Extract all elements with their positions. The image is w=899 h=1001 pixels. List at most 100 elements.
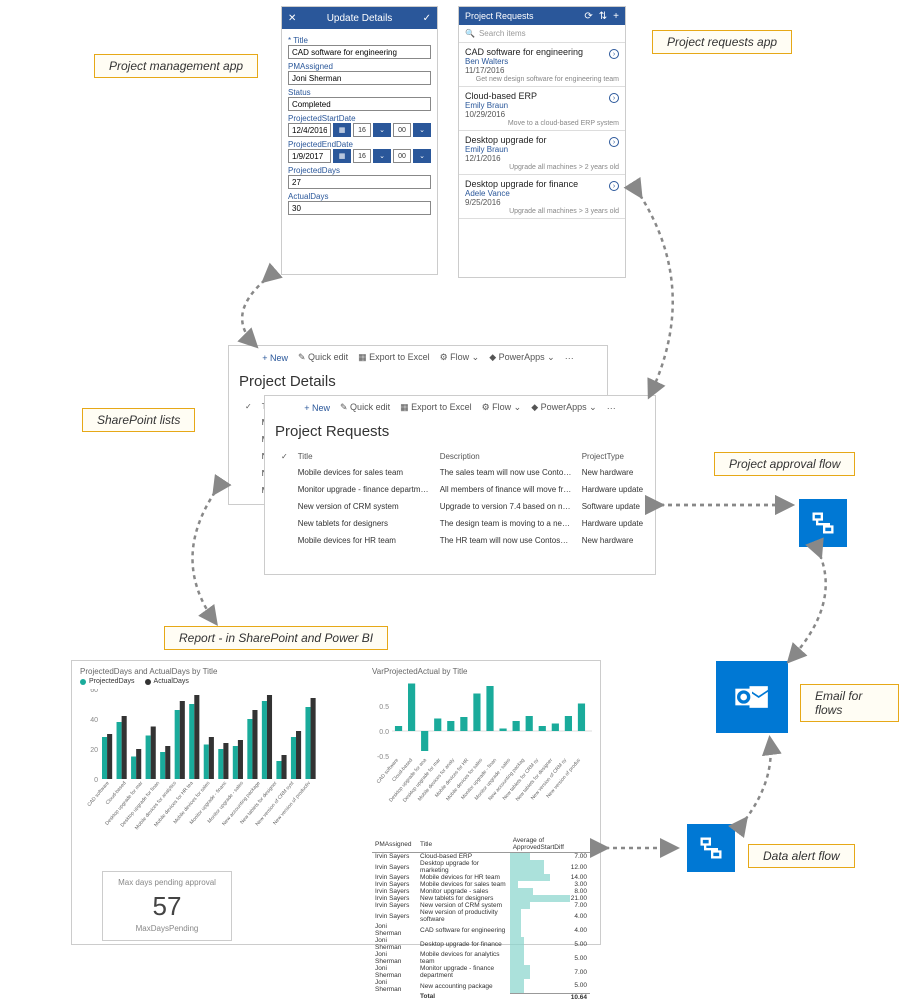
chart2-title: VarProjectedActual by Title: [372, 667, 592, 676]
svg-text:0.0: 0.0: [379, 729, 389, 736]
flow-approval-tile[interactable]: [799, 499, 847, 547]
close-icon[interactable]: ✕: [288, 13, 296, 24]
sp-export-button[interactable]: ▦ Export to Excel: [358, 352, 430, 363]
psd-mm[interactable]: 00: [393, 123, 411, 137]
add-icon[interactable]: +: [613, 11, 619, 22]
sp-new-button[interactable]: + New: [304, 403, 330, 413]
sp-more-icon[interactable]: ···: [607, 403, 616, 413]
sp-powerapps-button[interactable]: ◆ PowerApps ⌄: [531, 402, 597, 413]
sp-more-icon[interactable]: ···: [565, 353, 574, 363]
open-icon[interactable]: ›: [609, 49, 619, 59]
legend-actual: ActualDays: [154, 678, 189, 685]
legend-dot-proj: [80, 679, 86, 685]
table-row[interactable]: New tablets for designersThe design team…: [277, 516, 647, 531]
sp-quickedit-button[interactable]: ✎ Quick edit: [340, 402, 390, 413]
outlook-tile[interactable]: [716, 661, 788, 733]
calendar-icon[interactable]: ▦: [333, 123, 351, 137]
title-input[interactable]: [288, 45, 431, 59]
open-icon[interactable]: ›: [609, 137, 619, 147]
table-row: Irvin SayersMobile devices for HR team 1…: [372, 874, 590, 881]
label-pm-app: Project management app: [94, 54, 258, 78]
svg-text:60: 60: [90, 689, 98, 694]
status-input[interactable]: [288, 97, 431, 111]
table-row: Joni ShermanMobile devices for analytics…: [372, 951, 590, 965]
chevron-icon[interactable]: ⌄: [373, 123, 391, 137]
table-row: Irvin SayersCloud-based ERP 7.00: [372, 853, 590, 861]
ped-mm[interactable]: 00: [393, 149, 411, 163]
project-requests-panel: Project Requests ⟳ ⇅ + 🔍 Search items CA…: [458, 6, 626, 278]
ped-label: ProjectedEndDate: [288, 140, 431, 149]
pbi-col3: Average of ApprovedStartDiff: [510, 836, 590, 853]
check-icon[interactable]: ✓: [423, 13, 431, 24]
pbi-detail-table: PMAssigned Title Average of ApprovedStar…: [372, 836, 590, 1001]
label-email-flows: Email for flows: [800, 684, 899, 722]
sp2-col3[interactable]: ProjectType: [578, 450, 647, 463]
sp-powerapps-button[interactable]: ◆ PowerApps ⌄: [489, 352, 555, 363]
label-data-alert: Data alert flow: [748, 844, 855, 868]
sp2-table: ✓ Title Description ProjectType Mobile d…: [265, 448, 659, 550]
title-label: * Title: [288, 36, 431, 45]
chart-projected-actual: ProjectedDays and ActualDays by Title Pr…: [80, 667, 324, 842]
table-row: Irvin SayersNew tablets for designers 21…: [372, 895, 590, 902]
request-item[interactable]: Desktop upgrade for finance Adele Vance …: [459, 175, 625, 219]
table-row: Joni ShermanCAD software for engineering…: [372, 923, 590, 937]
table-row[interactable]: Mobile devices for sales teamThe sales t…: [277, 465, 647, 480]
update-title: Update Details: [296, 13, 422, 24]
sp-new-button[interactable]: + New: [262, 353, 288, 363]
request-item[interactable]: CAD software for engineering Ben Walters…: [459, 43, 625, 87]
table-row[interactable]: Monitor upgrade - finance departmentAll …: [277, 482, 647, 497]
request-item[interactable]: Desktop upgrade for Emily Braun 12/1/201…: [459, 131, 625, 175]
pbi-col1: PMAssigned: [372, 836, 417, 853]
calendar-icon[interactable]: ▦: [333, 149, 351, 163]
psd-hh[interactable]: 16: [353, 123, 371, 137]
pm-input[interactable]: [288, 71, 431, 85]
sp-toolbar: + New ✎ Quick edit ▦ Export to Excel ⚙ F…: [229, 346, 607, 369]
table-row[interactable]: New version of CRM systemUpgrade to vers…: [277, 499, 647, 514]
svg-text:40: 40: [90, 717, 98, 724]
status-label: Status: [288, 88, 431, 97]
label-sp-lists: SharePoint lists: [82, 408, 195, 432]
svg-text:-0.5: -0.5: [377, 754, 389, 761]
sp-toolbar: + New ✎ Quick edit ▦ Export to Excel ⚙ F…: [265, 396, 655, 419]
pbi-col2: Title: [417, 836, 510, 853]
ad-input[interactable]: [288, 201, 431, 215]
open-icon[interactable]: ›: [609, 93, 619, 103]
table-row: Irvin SayersNew version of CRM system 7.…: [372, 902, 590, 909]
sp-project-requests: + New ✎ Quick edit ▦ Export to Excel ⚙ F…: [264, 395, 656, 575]
chevron-icon[interactable]: ⌄: [413, 123, 431, 137]
open-icon[interactable]: ›: [609, 181, 619, 191]
sp2-col2[interactable]: Description: [436, 450, 576, 463]
table-row: Irvin SayersNew version of productivity …: [372, 909, 590, 923]
card-max-days: Max days pending approval 57 MaxDaysPend…: [102, 871, 232, 941]
card-sub: MaxDaysPending: [103, 924, 231, 933]
sp2-col1[interactable]: Title: [294, 450, 434, 463]
search-row[interactable]: 🔍 Search items: [459, 25, 625, 43]
chart-variance: VarProjectedActual by Title 0.00.5-0.5CA…: [372, 667, 592, 817]
sp-export-button[interactable]: ▦ Export to Excel: [400, 402, 472, 413]
svg-text:20: 20: [90, 747, 98, 754]
requests-title: Project Requests: [465, 11, 534, 21]
request-item[interactable]: Cloud-based ERP Emily Braun 10/29/2016 M…: [459, 87, 625, 131]
pd-input[interactable]: [288, 175, 431, 189]
sp-flow-button[interactable]: ⚙ Flow ⌄: [440, 352, 480, 363]
ad-label: ActualDays: [288, 192, 431, 201]
label-approval-flow: Project approval flow: [714, 452, 855, 476]
sp-quickedit-button[interactable]: ✎ Quick edit: [298, 352, 348, 363]
psd-label: ProjectedStartDate: [288, 114, 431, 123]
table-row: Joni ShermanDesktop upgrade for finance …: [372, 937, 590, 951]
sp1-title: Project Details: [229, 369, 607, 398]
refresh-icon[interactable]: ⟳: [584, 11, 592, 22]
sort-icon[interactable]: ⇅: [599, 11, 607, 22]
table-row: Irvin SayersMonitor upgrade - sales 8.00: [372, 888, 590, 895]
sp2-title: Project Requests: [265, 419, 655, 448]
table-row: Joni ShermanMonitor upgrade - finance de…: [372, 965, 590, 979]
ped-input[interactable]: [288, 149, 331, 163]
psd-input[interactable]: [288, 123, 331, 137]
legend-proj: ProjectedDays: [89, 678, 135, 685]
table-row[interactable]: Mobile devices for HR teamThe HR team wi…: [277, 533, 647, 548]
ped-hh[interactable]: 16: [353, 149, 371, 163]
chevron-icon[interactable]: ⌄: [373, 149, 391, 163]
chevron-icon[interactable]: ⌄: [413, 149, 431, 163]
flow-alert-tile[interactable]: [687, 824, 735, 872]
sp-flow-button[interactable]: ⚙ Flow ⌄: [482, 402, 522, 413]
